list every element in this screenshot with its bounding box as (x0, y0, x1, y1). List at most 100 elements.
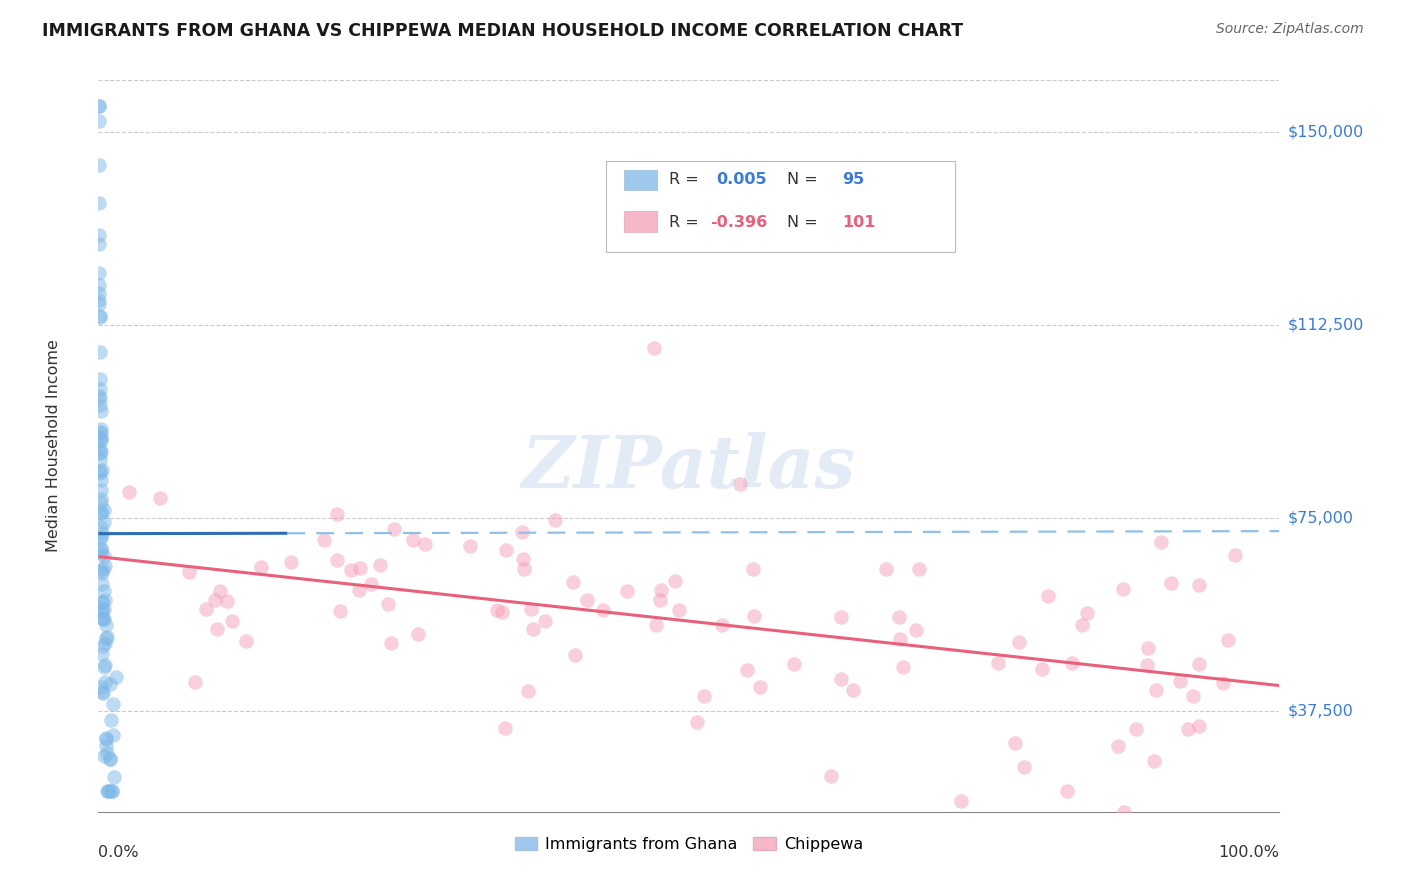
Point (513, 562, 536, 576)
Point (1012, 760, 1035, 774)
Point (204, 593, 226, 607)
Legend: Immigrants from Ghana, Chippewa: Immigrants from Ghana, Chippewa (509, 830, 869, 859)
Point (377, 597, 399, 611)
Text: 0.0%: 0.0% (98, 845, 139, 860)
Point (97, 784, 120, 798)
Point (495, 542, 517, 557)
Point (101, 728, 124, 742)
Point (235, 634, 257, 648)
Point (91, 612, 114, 626)
Point (908, 562, 931, 576)
Point (90, 431, 112, 445)
Point (101, 784, 124, 798)
Point (90, 680, 112, 694)
Point (402, 533, 425, 547)
Point (91, 566, 114, 580)
Point (1031, 662, 1053, 676)
Text: $150,000: $150,000 (1288, 124, 1364, 139)
Point (1136, 657, 1159, 672)
Point (87, 285, 110, 300)
Point (519, 601, 541, 615)
Point (1212, 675, 1234, 690)
Point (96, 746, 118, 760)
Point (89, 309, 111, 323)
Point (512, 552, 534, 566)
Point (87, 297, 110, 311)
Point (89, 344, 111, 359)
Point (1137, 641, 1160, 656)
Point (89, 382, 111, 396)
Point (561, 574, 583, 589)
Point (89, 293, 111, 307)
Point (90, 403, 112, 417)
Point (90, 576, 112, 591)
Point (98, 677, 121, 691)
Point (90, 541, 112, 556)
Point (949, 794, 972, 808)
Point (90, 532, 112, 546)
Point (1188, 577, 1211, 591)
Point (194, 601, 217, 615)
Point (905, 623, 928, 637)
Point (90, 445, 112, 459)
Point (312, 533, 335, 548)
Point (101, 697, 124, 711)
Point (96, 630, 118, 644)
Text: $37,500: $37,500 (1288, 704, 1354, 719)
Point (93, 503, 115, 517)
Point (90, 520, 112, 534)
Point (820, 769, 842, 783)
Point (87, 266, 110, 280)
Point (664, 574, 686, 588)
Point (1107, 739, 1129, 754)
Point (87, 99, 110, 113)
Point (94, 674, 117, 689)
Point (177, 566, 200, 580)
Point (90, 473, 112, 487)
Point (1177, 722, 1199, 736)
Point (89, 446, 111, 460)
Point (1144, 683, 1167, 698)
Point (97, 784, 120, 798)
Point (207, 622, 229, 636)
Point (93, 562, 115, 576)
Point (382, 523, 405, 537)
Point (87, 277, 110, 292)
Text: N =: N = (787, 172, 823, 187)
Point (512, 524, 534, 539)
Point (522, 622, 544, 636)
Point (93, 660, 115, 674)
Point (93, 612, 115, 626)
Text: Median Household Income: Median Household Income (46, 340, 60, 552)
Point (93, 515, 115, 529)
Point (94, 592, 117, 607)
Point (94, 657, 117, 672)
Point (650, 593, 672, 607)
Text: R =: R = (669, 172, 704, 187)
Point (693, 689, 716, 703)
Point (105, 670, 128, 684)
Point (486, 603, 509, 617)
Point (98, 752, 121, 766)
Point (87, 113, 110, 128)
Point (889, 632, 911, 646)
Point (340, 563, 363, 577)
Point (100, 713, 122, 727)
Point (1060, 657, 1083, 671)
Point (1182, 690, 1205, 704)
Point (347, 582, 370, 597)
Point (94, 632, 117, 646)
FancyBboxPatch shape (606, 161, 955, 252)
Bar (624, 169, 657, 190)
Point (728, 476, 751, 491)
Point (326, 508, 349, 522)
Point (90, 603, 112, 617)
Point (87, 99, 110, 113)
Text: IMMIGRANTS FROM GHANA VS CHIPPEWA MEDIAN HOUSEHOLD INCOME CORRELATION CHART: IMMIGRANTS FROM GHANA VS CHIPPEWA MEDIAN… (42, 22, 963, 40)
Point (90, 546, 112, 560)
Point (118, 485, 141, 500)
Text: Source: ZipAtlas.com: Source: ZipAtlas.com (1216, 22, 1364, 37)
Point (349, 561, 371, 575)
Point (94, 739, 117, 753)
Point (90, 685, 112, 699)
